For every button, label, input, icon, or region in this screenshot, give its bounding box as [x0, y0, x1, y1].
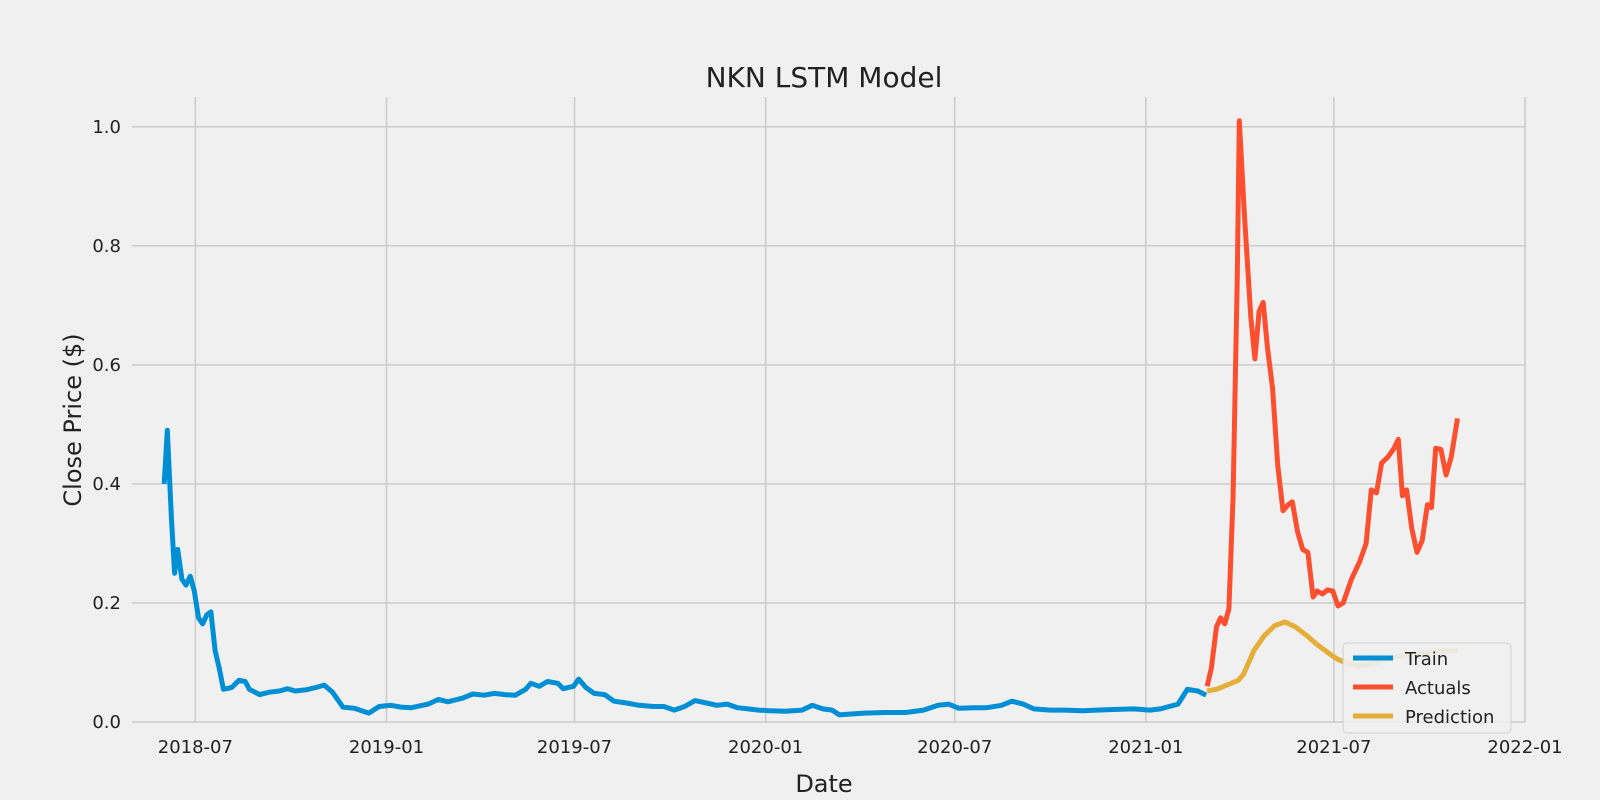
x-tick-label: 2019-01: [349, 737, 424, 758]
legend-label-prediction: Prediction: [1405, 707, 1494, 728]
x-axis-label: Date: [795, 770, 852, 798]
y-axis-label: Close Price ($): [59, 333, 87, 506]
y-tick-label: 0.2: [92, 593, 121, 614]
series-line-train: [161, 427, 1208, 718]
series-line-actuals: [1204, 118, 1460, 687]
legend: Train Actuals Prediction: [1342, 642, 1512, 734]
x-tick-label: 2018-07: [158, 737, 233, 758]
x-tick-label: 2020-07: [917, 737, 992, 758]
y-tick-label: 0.6: [92, 355, 121, 376]
legend-box: [1342, 642, 1512, 734]
legend-label-actuals: Actuals: [1405, 678, 1471, 699]
y-tick-label: 0.0: [92, 712, 121, 733]
y-tick-label: 0.8: [92, 236, 121, 257]
x-tick-label: 2022-01: [1487, 737, 1562, 758]
x-tick-label: 2021-07: [1296, 737, 1371, 758]
y-tick-label: 1.0: [92, 117, 121, 138]
chart-title: NKN LSTM Model: [706, 61, 943, 94]
y-tick-label: 0.4: [92, 474, 121, 495]
x-tick-label: 2019-07: [537, 737, 612, 758]
x-tick-label: 2021-01: [1108, 737, 1183, 758]
x-tick-label: 2020-01: [728, 737, 803, 758]
tick-labels: 2018-07 2019-01 2019-07 2020-01 2020-07 2021-…: [92, 117, 1562, 758]
grid: [132, 97, 1526, 723]
legend-label-train: Train: [1404, 649, 1448, 670]
